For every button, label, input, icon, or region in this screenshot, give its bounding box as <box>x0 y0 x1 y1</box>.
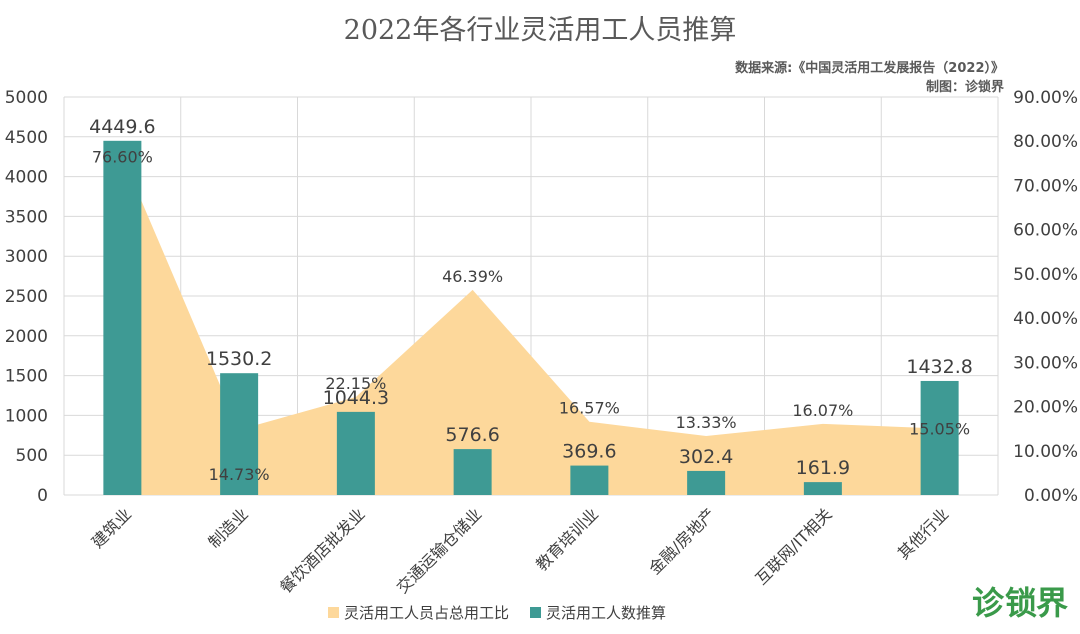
bar <box>103 140 142 496</box>
y-left-tick-label: 4500 <box>5 128 48 148</box>
y-right-tick-label: 80.00% <box>1013 132 1078 152</box>
y-right-tick-label: 70.00% <box>1013 176 1078 196</box>
bar-value-label: 1432.8 <box>906 356 972 378</box>
y-left-tick-label: 2000 <box>5 327 48 347</box>
y-right-tick-label: 40.00% <box>1013 309 1078 329</box>
area-value-label: 16.07% <box>792 401 853 420</box>
bar-value-label: 302.4 <box>679 446 733 468</box>
logo-graphic: 诊锁 界 <box>972 584 1068 622</box>
y-left-tick-label: 1500 <box>5 367 48 387</box>
legend-swatch-area <box>328 607 339 618</box>
bar-value-label: 4449.6 <box>89 116 155 138</box>
bar <box>453 449 492 495</box>
bar <box>336 411 375 495</box>
y-left-tick-label: 2500 <box>5 287 48 307</box>
svg-text:诊锁: 诊锁 <box>972 584 1038 622</box>
y-left-tick-label: 4000 <box>5 168 48 188</box>
y-right-tick-label: 50.00% <box>1013 265 1078 285</box>
area-value-label: 22.15% <box>325 374 386 393</box>
chart-credit: 制图：诊锁界 <box>925 80 1004 95</box>
y-left-tick-label: 500 <box>16 446 48 466</box>
area-value-label: 76.60% <box>92 147 153 166</box>
legend-label-bar: 灵活用工人数推算 <box>546 604 666 622</box>
area-value-label: 15.05% <box>909 419 970 438</box>
bar <box>920 380 959 495</box>
y-left-tick-label: 5000 <box>5 88 48 108</box>
legend: 灵活用工人员占总用工比 灵活用工人数推算 <box>328 604 666 622</box>
bar <box>803 482 842 495</box>
y-left-tick-label: 0 <box>37 486 48 506</box>
brand-logo: 诊锁 界 <box>972 582 1068 631</box>
bar <box>220 373 259 495</box>
bar-value-label: 161.9 <box>796 457 850 479</box>
y-right-tick-label: 60.00% <box>1013 221 1078 241</box>
y-left-tick-label: 3500 <box>5 207 48 227</box>
area-fill <box>122 156 940 495</box>
x-category-label: 餐饮酒店批发业 <box>276 504 369 597</box>
data-source-note: 数据来源:《中国灵活用工发展报告（2022）》 <box>735 61 1004 76</box>
legend-label-area: 灵活用工人员占总用工比 <box>344 604 509 622</box>
data-labels: 4449.6 1530.2 1044.3 576.6 369.6 302.4 161.9 14… <box>89 116 973 484</box>
x-category-label: 其他行业 <box>894 504 953 563</box>
gridlines <box>63 96 999 496</box>
y-right-tick-label: 30.00% <box>1013 353 1078 373</box>
bar-value-label: 576.6 <box>445 424 499 446</box>
y-left-tick-label: 3000 <box>5 247 48 267</box>
y-right-tick-label: 20.00% <box>1013 398 1078 418</box>
area-value-label: 13.33% <box>676 413 737 432</box>
x-category-label: 交通运输仓储业 <box>393 504 486 597</box>
area-series <box>122 156 940 495</box>
y-right-tick-label: 0.00% <box>1024 486 1078 506</box>
y-left-tick-label: 1000 <box>5 406 48 426</box>
y-right-tick-label: 10.00% <box>1013 442 1078 462</box>
x-category-label: 制造业 <box>205 504 252 551</box>
x-category-label: 互联网/IT相关 <box>752 504 836 588</box>
bar <box>687 470 726 495</box>
x-category-label: 建筑业 <box>88 504 135 551</box>
legend-swatch-bar <box>530 607 541 618</box>
area-value-label: 16.57% <box>559 399 620 418</box>
bar-value-label: 369.6 <box>562 441 616 463</box>
bar-value-label: 1044.3 <box>323 387 389 409</box>
svg-text:界: 界 <box>1036 584 1068 622</box>
area-value-label: 14.73% <box>209 465 270 484</box>
y-right-tick-label: 90.00% <box>1013 88 1078 108</box>
x-category-label: 金融/房地产 <box>645 504 719 578</box>
area-value-label: 46.39% <box>442 267 503 286</box>
bar <box>570 465 609 495</box>
bar-value-label: 1530.2 <box>206 348 272 370</box>
x-category-label: 教育培训业 <box>532 504 602 574</box>
bar-series <box>103 140 959 496</box>
chart-title: 2022年各行业灵活用工人员推算 <box>343 15 737 46</box>
